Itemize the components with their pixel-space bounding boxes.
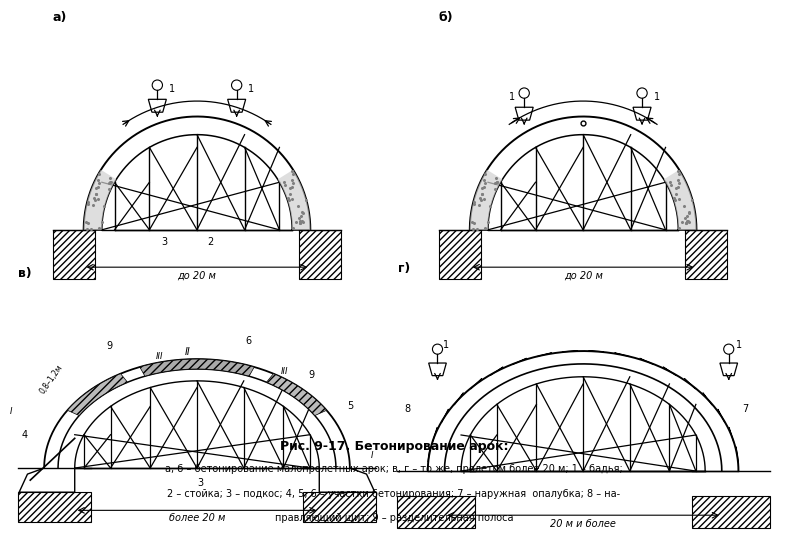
Text: г): г) [398,262,410,275]
Polygon shape [139,359,255,376]
Text: 1: 1 [443,340,448,350]
Text: 1: 1 [736,340,742,350]
Text: 2 – стойка; 3 – подкос; 4, 5, 6 – участки бетонирования; 7 – наружная  опалубка;: 2 – стойка; 3 – подкос; 4, 5, 6 – участк… [167,489,621,498]
Text: 7: 7 [742,404,749,414]
Bar [299,230,341,279]
Text: 3: 3 [161,238,167,247]
Text: до 20 м: до 20 м [563,271,603,281]
PathPatch shape [277,170,310,230]
Text: 1: 1 [509,92,515,102]
Text: III: III [281,367,288,376]
Polygon shape [266,373,326,416]
PathPatch shape [663,170,697,230]
Text: 1: 1 [248,84,255,93]
Bar [303,492,376,523]
Bar [396,496,474,528]
Text: Рис. 9-17. Бетонирование арок:: Рис. 9-17. Бетонирование арок: [280,440,508,453]
Text: более 20 м: более 20 м [169,513,225,523]
Text: 2: 2 [207,238,214,247]
Text: III: III [155,352,163,361]
Bar [692,496,770,528]
PathPatch shape [84,170,117,230]
Text: II: II [184,347,190,358]
Text: 9: 9 [308,370,314,380]
Text: 0,8–1,2м: 0,8–1,2м [38,363,64,395]
Polygon shape [68,373,128,416]
Text: 1: 1 [653,92,660,102]
Text: до 20 м: до 20 м [177,271,217,281]
Text: I: I [370,451,374,460]
Text: а, б – бетонирование малопролетных арок; в, г – то же, пролетом более 20 м; 1 – : а, б – бетонирование малопролетных арок;… [165,464,623,474]
Text: 9: 9 [106,341,113,352]
Text: 8: 8 [404,404,411,414]
Text: 4: 4 [22,430,28,440]
Text: I: I [9,407,12,416]
Bar [685,230,727,279]
Bar [53,230,95,279]
Bar [18,492,91,523]
Text: 20 м и более: 20 м и более [550,519,616,529]
Text: 5: 5 [347,401,353,411]
Text: 6: 6 [246,336,251,346]
Bar [439,230,481,279]
Text: в): в) [18,267,32,280]
PathPatch shape [470,170,503,230]
Text: б): б) [439,11,454,24]
Text: а): а) [53,11,67,24]
Text: правляющий щит; 9 – разделительная полоса: правляющий щит; 9 – разделительная полос… [275,513,513,523]
Text: 1: 1 [169,84,175,93]
Text: 3: 3 [197,478,203,488]
